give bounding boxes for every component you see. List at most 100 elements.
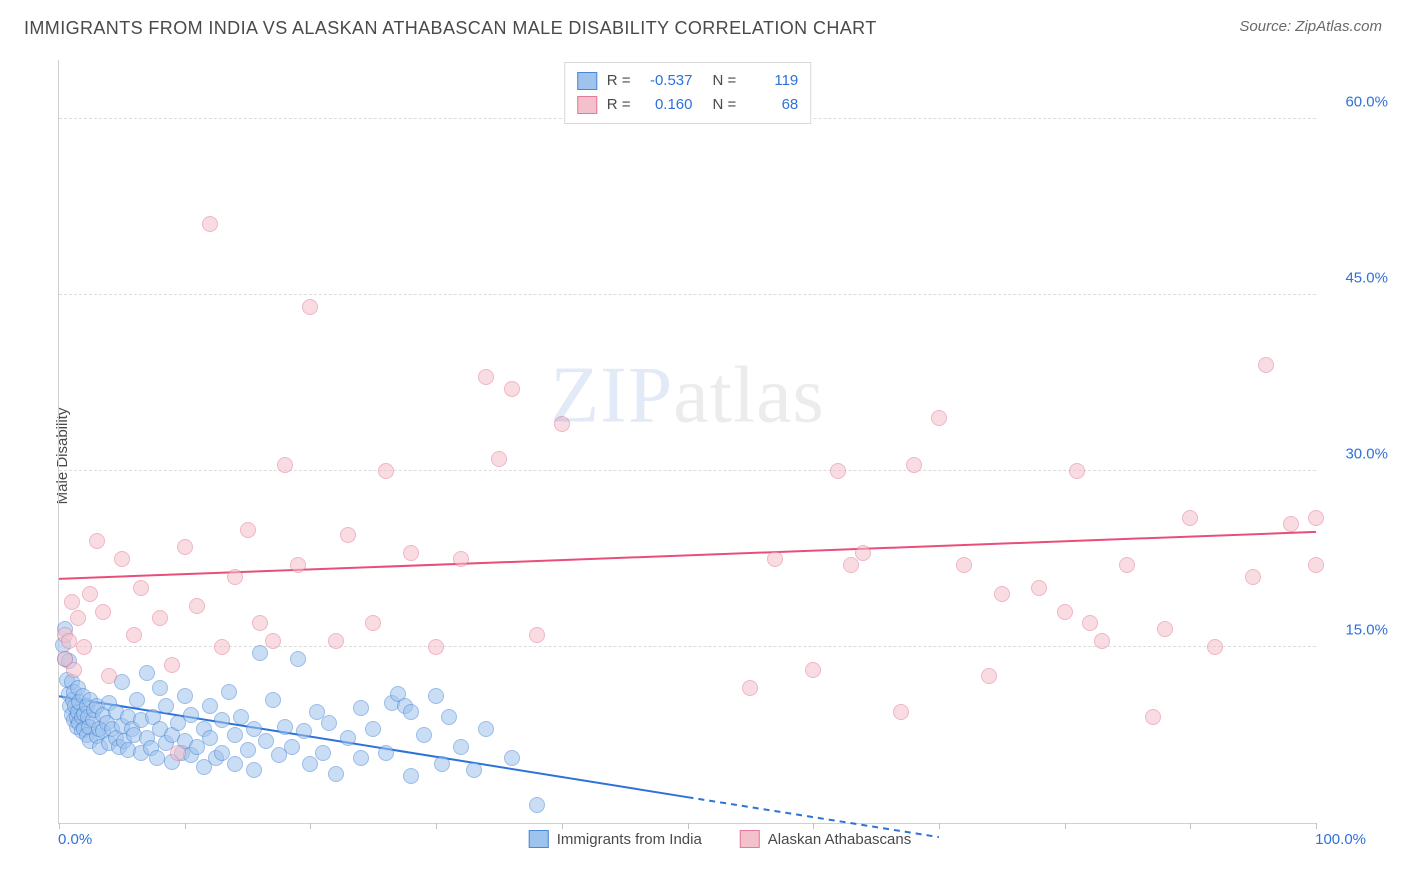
india-marker <box>353 700 369 716</box>
india-marker <box>158 698 174 714</box>
gridline <box>59 646 1316 647</box>
athabascan-marker <box>61 633 77 649</box>
india-marker <box>403 768 419 784</box>
athabascan-marker <box>277 457 293 473</box>
india-marker <box>240 742 256 758</box>
trend-lines <box>59 60 1316 823</box>
y-tick-label: 15.0% <box>1345 621 1388 638</box>
india-marker <box>183 707 199 723</box>
watermark: ZIPatlas <box>550 350 825 441</box>
x-tick <box>562 823 563 829</box>
athabascan-marker <box>1258 357 1274 373</box>
athabascan-marker <box>1308 510 1324 526</box>
athabascan-swatch <box>740 830 760 848</box>
india-marker <box>221 684 237 700</box>
chart-title: IMMIGRANTS FROM INDIA VS ALASKAN ATHABAS… <box>24 18 877 39</box>
x-tick <box>1190 823 1191 829</box>
athabascan-marker <box>101 668 117 684</box>
india-marker <box>302 756 318 772</box>
x-axis-min-label: 0.0% <box>58 831 92 848</box>
india-marker <box>353 750 369 766</box>
india-marker <box>504 750 520 766</box>
india-marker <box>529 797 545 813</box>
x-tick <box>185 823 186 829</box>
india-marker <box>441 709 457 725</box>
india-marker <box>365 721 381 737</box>
india-marker <box>321 715 337 731</box>
athabascan-marker <box>1145 709 1161 725</box>
athabascan-marker <box>126 627 142 643</box>
athabascan-marker <box>378 463 394 479</box>
athabascan-marker <box>89 533 105 549</box>
india-marker <box>252 645 268 661</box>
india-marker <box>202 730 218 746</box>
athabascan-marker <box>1057 604 1073 620</box>
india-marker <box>149 750 165 766</box>
india-marker <box>258 733 274 749</box>
x-tick <box>1065 823 1066 829</box>
india-marker <box>315 745 331 761</box>
athabascan-swatch <box>577 96 597 114</box>
x-tick <box>310 823 311 829</box>
athabascan-marker <box>340 527 356 543</box>
india-marker <box>296 723 312 739</box>
india-marker <box>428 688 444 704</box>
athabascan-marker <box>64 594 80 610</box>
india-marker <box>478 721 494 737</box>
x-tick <box>813 823 814 829</box>
athabascan-marker <box>227 569 243 585</box>
athabascan-marker <box>830 463 846 479</box>
gridline <box>59 294 1316 295</box>
india-marker <box>277 719 293 735</box>
x-tick <box>436 823 437 829</box>
athabascan-marker <box>152 610 168 626</box>
india-marker <box>466 762 482 778</box>
athabascan-marker <box>76 639 92 655</box>
athabascan-marker <box>66 662 82 678</box>
x-tick <box>688 823 689 829</box>
athabascan-marker <box>114 551 130 567</box>
athabascan-marker <box>1031 580 1047 596</box>
athabascan-marker <box>240 522 256 538</box>
x-tick <box>1316 823 1317 829</box>
legend-label: Immigrants from India <box>557 831 702 848</box>
correlation-legend: R =-0.537N =119R =0.160N =68 <box>564 62 812 124</box>
athabascan-marker <box>893 704 909 720</box>
athabascan-marker <box>1308 557 1324 573</box>
india-marker <box>227 756 243 772</box>
source-attribution: Source: ZipAtlas.com <box>1239 18 1382 35</box>
athabascan-marker <box>855 545 871 561</box>
athabascan-marker <box>906 457 922 473</box>
india-marker <box>177 688 193 704</box>
athabascan-marker <box>529 627 545 643</box>
athabascan-marker <box>202 216 218 232</box>
athabascan-marker <box>1094 633 1110 649</box>
india-marker <box>227 727 243 743</box>
athabascan-marker <box>956 557 972 573</box>
athabascan-marker <box>214 639 230 655</box>
athabascan-marker <box>504 381 520 397</box>
athabascan-marker <box>994 586 1010 602</box>
athabascan-marker <box>82 586 98 602</box>
n-value: 68 <box>746 93 798 117</box>
india-marker <box>202 698 218 714</box>
y-tick-label: 45.0% <box>1345 269 1388 286</box>
n-value: 119 <box>746 69 798 93</box>
x-axis-max-label: 100.0% <box>1315 831 1366 848</box>
athabascan-marker <box>1069 463 1085 479</box>
r-label: R = <box>607 69 631 93</box>
athabascan-marker <box>453 551 469 567</box>
athabascan-marker <box>189 598 205 614</box>
india-marker <box>284 739 300 755</box>
legend-label: Alaskan Athabascans <box>768 831 911 848</box>
athabascan-marker <box>491 451 507 467</box>
athabascan-marker <box>1157 621 1173 637</box>
legend-item-india: Immigrants from India <box>529 830 702 848</box>
india-marker <box>416 727 432 743</box>
athabascan-marker <box>1207 639 1223 655</box>
athabascan-marker <box>290 557 306 573</box>
athabascan-marker <box>478 369 494 385</box>
x-tick <box>59 823 60 829</box>
athabascan-marker <box>428 639 444 655</box>
athabascan-marker <box>403 545 419 561</box>
